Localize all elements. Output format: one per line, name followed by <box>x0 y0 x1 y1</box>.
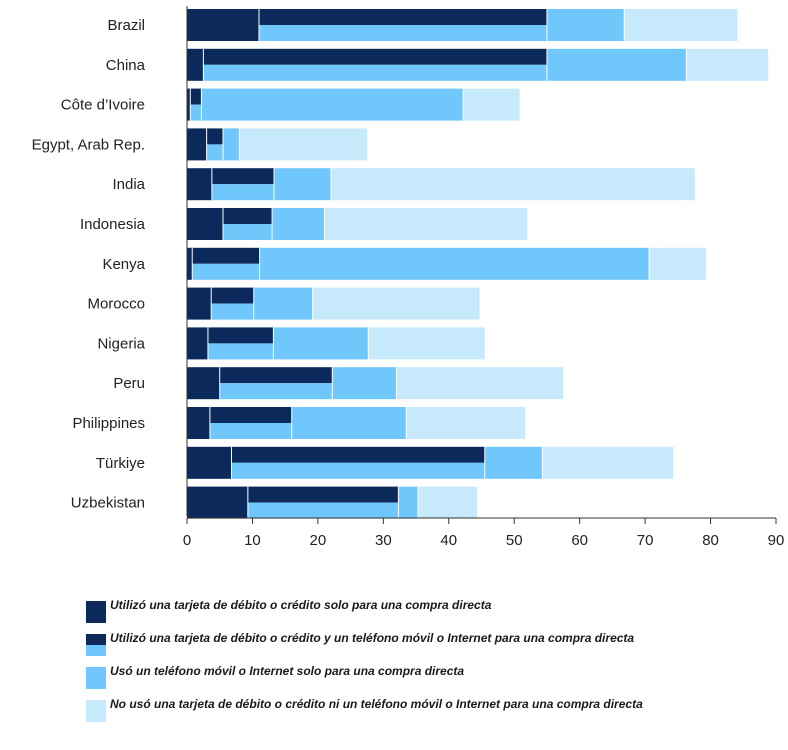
category-label: Peru <box>113 375 145 392</box>
legend-label: No usó una tarjeta de débito o crédito n… <box>110 697 643 711</box>
bar-card-only <box>187 208 223 240</box>
bar-card-only <box>187 327 208 360</box>
category-label: Brazil <box>107 17 145 34</box>
category-labels: Brazil China Côte d’Ivoire Egypt, Arab Rep.… <box>32 17 146 512</box>
bar-card-only <box>187 9 259 41</box>
x-tick-label: 60 <box>571 532 588 549</box>
bar-mobile-only <box>484 446 543 479</box>
category-label: Uzbekistan <box>71 495 145 512</box>
bar-card-and-mobile <box>209 407 292 439</box>
bar-none <box>396 367 564 400</box>
bar-card-and-mobile <box>207 327 274 360</box>
category-label: Nigeria <box>97 335 145 352</box>
bar-mobile-only <box>291 407 407 439</box>
bar-none <box>239 128 367 161</box>
bar-mobile-only <box>259 247 650 280</box>
x-tick-label: 40 <box>440 532 457 549</box>
x-tick-label: 20 <box>310 532 327 549</box>
bar-card-and-mobile <box>211 287 254 320</box>
legend: Utilizó una tarjeta de débito o crédito … <box>86 598 776 730</box>
bar-card-and-mobile <box>206 128 223 161</box>
bar-card-and-mobile <box>247 486 399 519</box>
bar-card-only <box>187 48 204 81</box>
bar-mobile-only <box>253 287 313 320</box>
bar-card-and-mobile <box>258 9 547 41</box>
bar-card-only <box>187 168 212 201</box>
bar-mobile-only <box>398 486 419 519</box>
legend-label: Utilizó una tarjeta de débito o crédito … <box>110 631 635 645</box>
bar-card-and-mobile <box>192 247 260 280</box>
category-label: China <box>106 57 146 74</box>
bar-none <box>324 208 528 240</box>
category-label: Morocco <box>87 296 145 313</box>
bar-none <box>463 88 520 121</box>
bar-card-only <box>187 128 207 161</box>
bar-card-only <box>187 88 191 121</box>
bar-card-and-mobile <box>211 168 275 201</box>
category-label: India <box>112 176 145 193</box>
bar-mobile-only <box>332 367 397 400</box>
bar-mobile-only <box>274 168 331 201</box>
legend-label: Usó un teléfono móvil o Internet solo pa… <box>110 664 465 678</box>
legend-label: Utilizó una tarjeta de débito o crédito … <box>110 598 492 612</box>
category-label: Egypt, Arab Rep. <box>32 136 145 153</box>
bar-mobile-only <box>201 88 464 121</box>
bar-mobile-only <box>272 208 325 240</box>
bar-none <box>686 48 769 81</box>
bar-card-and-mobile <box>231 446 485 479</box>
stacked-bar-chart: Brazil China Côte d’Ivoire Egypt, Arab Rep.… <box>32 6 785 549</box>
x-tick-label: 70 <box>637 532 654 549</box>
bar-none <box>624 9 738 41</box>
legend-swatch-mid <box>86 667 106 689</box>
bar-card-and-mobile <box>203 48 547 81</box>
legend-swatch-dark <box>86 601 106 623</box>
legend-swatch-light <box>86 700 106 722</box>
bar-card-only <box>187 446 232 479</box>
legend-item-card-only: Utilizó una tarjeta de débito o crédito … <box>86 598 776 623</box>
category-label: Türkiye <box>96 455 145 472</box>
category-label: Kenya <box>102 256 145 273</box>
category-label: Côte d’Ivoire <box>61 97 145 114</box>
legend-swatch-split <box>86 634 106 656</box>
bar-none <box>542 446 674 479</box>
legend-item-mobile-only: Usó un teléfono móvil o Internet solo pa… <box>86 664 776 689</box>
category-label: Indonesia <box>80 216 146 233</box>
x-tick-label: 90 <box>768 532 785 549</box>
legend-item-none: No usó una tarjeta de débito o crédito n… <box>86 697 776 722</box>
category-label: Philippines <box>72 415 145 432</box>
bar-none <box>649 247 706 280</box>
bar-mobile-only <box>222 128 240 161</box>
bar-card-and-mobile <box>190 88 202 121</box>
bars-group <box>187 9 769 519</box>
bar-none <box>312 287 480 320</box>
bar-mobile-only <box>546 9 625 41</box>
bar-card-only <box>187 247 193 280</box>
bar-card-and-mobile <box>222 208 273 240</box>
x-tick-label: 80 <box>702 532 719 549</box>
bar-mobile-only <box>273 327 369 360</box>
bar-none <box>368 327 485 360</box>
x-tick-label: 50 <box>506 532 523 549</box>
bar-none <box>406 407 526 439</box>
x-tick-label: 10 <box>244 532 261 549</box>
x-axis: 0 10 20 30 40 50 60 70 80 90 <box>183 6 785 549</box>
legend-item-card-and-mobile: Utilizó una tarjeta de débito o crédito … <box>86 631 776 656</box>
x-tick-label: 30 <box>375 532 392 549</box>
bar-none <box>418 486 477 519</box>
bar-none <box>330 168 695 201</box>
bar-card-only <box>187 367 220 400</box>
x-tick-label: 0 <box>183 532 191 549</box>
bar-mobile-only <box>546 48 687 81</box>
bar-card-only <box>187 486 248 519</box>
bar-card-only <box>187 287 212 320</box>
bar-card-and-mobile <box>219 367 333 400</box>
bar-card-only <box>187 407 210 439</box>
